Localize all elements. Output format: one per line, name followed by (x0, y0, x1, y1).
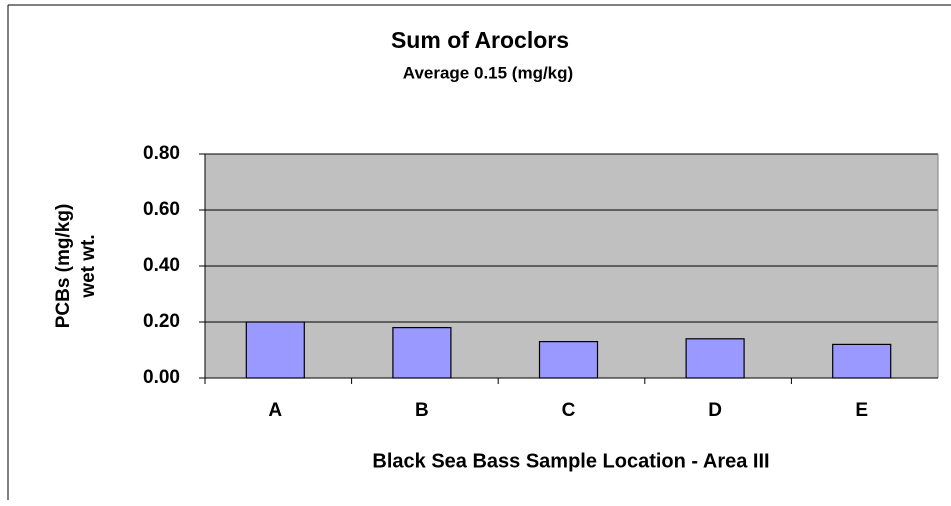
chart-title: Sum of Aroclors (391, 27, 569, 53)
y-tick-label: 0.00 (143, 367, 180, 388)
y-axis-label: PCBs (mg/kg) (53, 204, 74, 329)
x-axis-label: Black Sea Bass Sample Location - Area II… (372, 450, 769, 472)
y-axis-label: wet wt. (78, 234, 99, 298)
x-tick-label: E (855, 400, 868, 421)
y-tick-label: 0.40 (143, 255, 180, 276)
x-tick-label: D (708, 400, 722, 421)
bar (392, 327, 452, 379)
x-tick-label: B (415, 400, 429, 421)
x-tick-label: A (268, 400, 282, 421)
bar (832, 343, 892, 379)
y-tick-label: 0.20 (143, 311, 180, 332)
x-tick-label: C (562, 400, 576, 421)
y-tick-label: 0.80 (143, 143, 180, 164)
bar (538, 341, 599, 379)
chart-subtitle: Average 0.15 (mg/kg) (403, 63, 573, 82)
bar (685, 338, 745, 379)
y-tick-label: 0.60 (143, 199, 180, 220)
bar (245, 321, 305, 379)
